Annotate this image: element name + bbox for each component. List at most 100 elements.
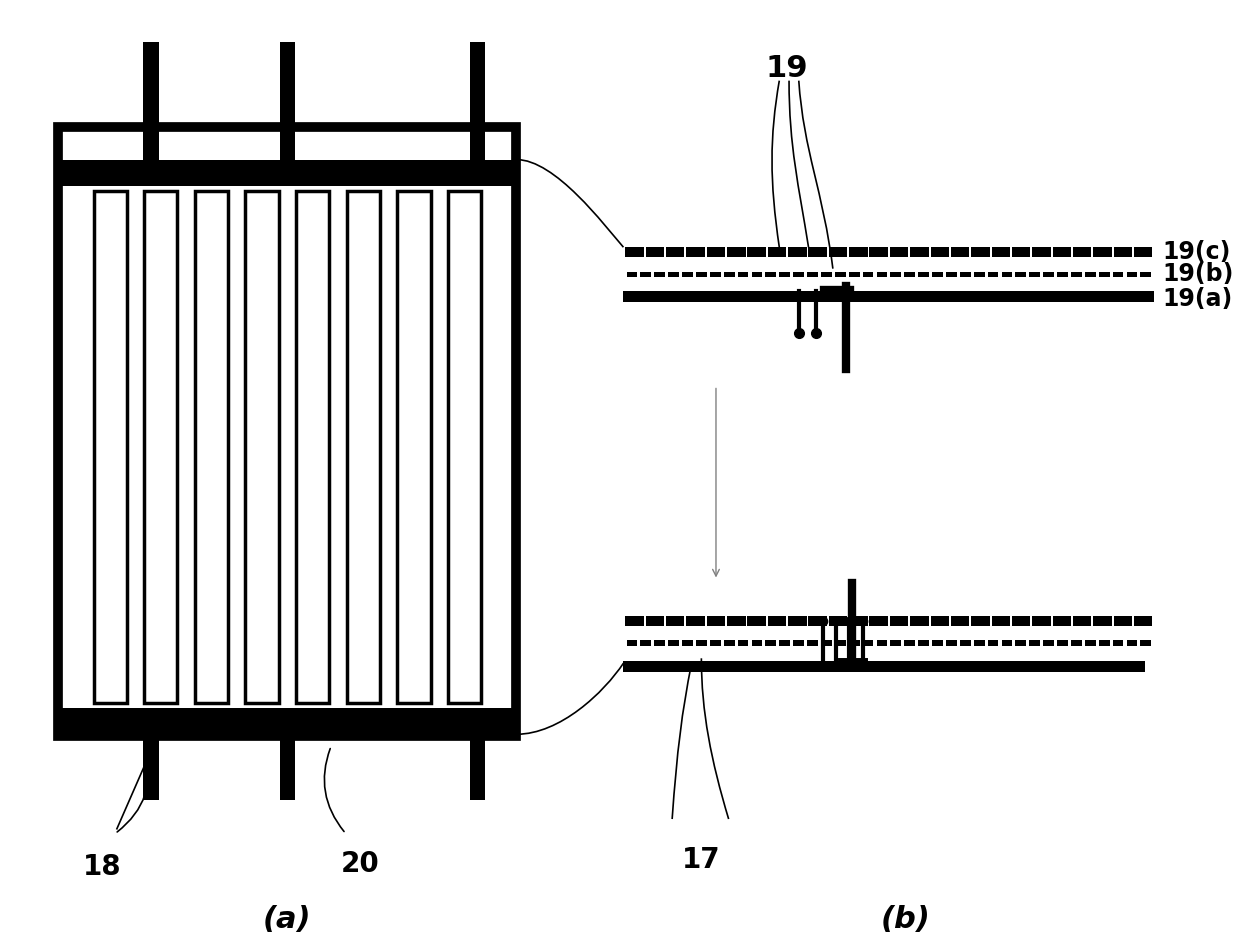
Bar: [1002, 640, 1012, 646]
Bar: [835, 640, 846, 646]
Bar: [1141, 272, 1151, 278]
Bar: [910, 247, 929, 257]
Bar: [890, 272, 901, 278]
Bar: [992, 247, 1011, 257]
Bar: [1053, 247, 1071, 257]
Bar: [751, 640, 763, 646]
Bar: [470, 42, 485, 160]
Bar: [768, 616, 786, 626]
Bar: [1016, 640, 1027, 646]
Bar: [930, 247, 949, 257]
Bar: [1114, 247, 1132, 257]
Bar: [1043, 272, 1054, 278]
Bar: [1127, 272, 1137, 278]
Text: 18: 18: [83, 853, 122, 882]
Bar: [646, 616, 665, 626]
Bar: [932, 640, 942, 646]
Bar: [973, 272, 985, 278]
Bar: [1012, 247, 1030, 257]
Bar: [626, 640, 637, 646]
Bar: [988, 640, 998, 646]
Bar: [807, 272, 818, 278]
Bar: [863, 640, 873, 646]
Bar: [1071, 640, 1081, 646]
Bar: [646, 247, 665, 257]
Bar: [666, 616, 684, 626]
Bar: [919, 640, 929, 646]
Bar: [904, 272, 915, 278]
Bar: [807, 640, 818, 646]
Bar: [1099, 272, 1110, 278]
Bar: [279, 734, 295, 800]
Bar: [1094, 247, 1112, 257]
Bar: [668, 272, 680, 278]
Bar: [1112, 640, 1123, 646]
Bar: [682, 640, 693, 646]
Bar: [1099, 640, 1110, 646]
Text: 20: 20: [341, 850, 379, 878]
Bar: [1127, 640, 1137, 646]
Bar: [973, 640, 985, 646]
Bar: [821, 272, 832, 278]
Bar: [296, 191, 330, 703]
Bar: [1112, 272, 1123, 278]
Bar: [641, 640, 651, 646]
Bar: [821, 640, 832, 646]
Bar: [727, 616, 745, 626]
Bar: [768, 247, 786, 257]
Bar: [58, 708, 516, 734]
Bar: [808, 616, 827, 626]
Bar: [1032, 247, 1050, 257]
Bar: [1012, 616, 1030, 626]
Bar: [992, 616, 1011, 626]
Bar: [686, 247, 704, 257]
Bar: [1029, 640, 1040, 646]
Bar: [624, 661, 1145, 672]
Bar: [1016, 272, 1027, 278]
Bar: [951, 616, 970, 626]
Bar: [696, 640, 707, 646]
Bar: [58, 127, 516, 736]
Bar: [890, 247, 909, 257]
Bar: [724, 640, 734, 646]
Bar: [195, 191, 228, 703]
Bar: [946, 272, 957, 278]
Bar: [960, 640, 971, 646]
Bar: [1058, 272, 1068, 278]
Bar: [919, 272, 929, 278]
Bar: [398, 191, 430, 703]
Bar: [1071, 272, 1081, 278]
Bar: [794, 640, 804, 646]
Bar: [625, 616, 644, 626]
Bar: [780, 272, 790, 278]
Text: (a): (a): [263, 904, 311, 934]
Bar: [1135, 247, 1152, 257]
Bar: [960, 272, 971, 278]
Bar: [1141, 640, 1151, 646]
Text: (b): (b): [880, 904, 931, 934]
Bar: [748, 247, 766, 257]
Bar: [951, 247, 970, 257]
Bar: [666, 247, 684, 257]
Bar: [1114, 616, 1132, 626]
Bar: [971, 616, 990, 626]
Bar: [668, 640, 680, 646]
Bar: [849, 616, 868, 626]
Bar: [625, 247, 644, 257]
Bar: [932, 272, 942, 278]
Bar: [724, 272, 734, 278]
Bar: [794, 272, 804, 278]
Bar: [946, 640, 957, 646]
Bar: [144, 191, 177, 703]
Bar: [711, 640, 720, 646]
Bar: [738, 272, 749, 278]
Bar: [1094, 616, 1112, 626]
Bar: [1073, 247, 1091, 257]
Bar: [828, 616, 847, 626]
Bar: [877, 272, 888, 278]
Bar: [279, 42, 295, 160]
Bar: [869, 616, 888, 626]
Text: 19(b): 19(b): [1162, 262, 1234, 286]
Bar: [971, 247, 990, 257]
Bar: [751, 272, 763, 278]
